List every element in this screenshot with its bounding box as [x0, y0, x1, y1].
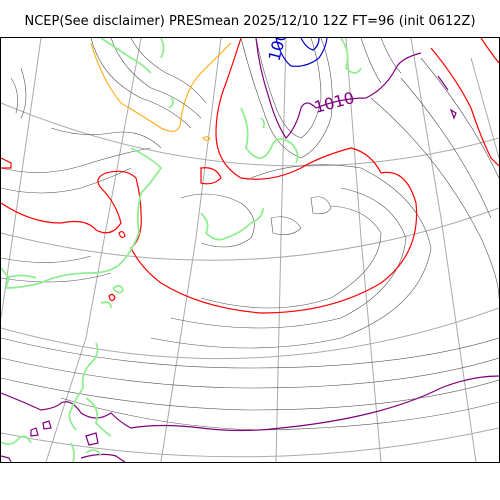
coastlines: [1, 38, 362, 462]
meridian-line: [345, 38, 382, 462]
isobar: [85, 432, 99, 446]
isobar: [1, 377, 499, 411]
isobar: [430, 47, 499, 167]
isobar-1010: [1, 38, 499, 462]
coastline: [85, 449, 102, 457]
coastline: [100, 38, 165, 74]
isobar: [370, 97, 499, 299]
isobar: [1, 167, 132, 194]
isobar: [449, 108, 457, 120]
graticule: [1, 38, 499, 462]
coastline: [70, 442, 76, 462]
coastline: [5, 274, 37, 279]
isobar: [80, 453, 126, 462]
isobar: [1, 455, 12, 462]
isobar-1000: [275, 38, 328, 67]
isobar: [1, 337, 499, 369]
meridian-line: [160, 38, 222, 462]
isobar: [480, 38, 499, 64]
isobar: [1, 38, 418, 314]
isobar-1020: [1, 38, 499, 314]
coastline: [340, 38, 362, 74]
isobar: [1, 375, 499, 432]
coastline: [168, 97, 174, 109]
coastline: [85, 397, 112, 437]
isobar: [255, 38, 422, 139]
isobar: [10, 67, 27, 119]
isobar: [275, 38, 328, 67]
meridian-line: [45, 38, 142, 462]
isobar: [50, 127, 162, 149]
isobar: [202, 136, 211, 141]
isobar: [180, 193, 255, 248]
isobar: [255, 38, 322, 139]
isobar: [1, 357, 499, 389]
isobars-thin: [1, 38, 499, 431]
meridian-line: [275, 38, 287, 462]
isobar: [1, 157, 12, 169]
parallel-line: [1, 207, 499, 261]
isobar: [42, 420, 52, 430]
isobar: [118, 230, 126, 239]
isobar: [270, 216, 302, 235]
isobar: [437, 75, 449, 91]
pressure-map-svg: 1010 1000: [1, 38, 499, 462]
parallel-line: [1, 427, 499, 458]
isobar: [108, 293, 116, 302]
isobar: [1, 255, 92, 263]
isobar: [110, 38, 202, 119]
isobar: [400, 77, 492, 219]
coastline: [1, 435, 32, 446]
chart-title: NCEP(See disclaimer) PRESmean 2025/12/10…: [24, 14, 476, 29]
meridian-line: [1, 38, 42, 319]
isobar: [90, 42, 232, 132]
isobar: [170, 187, 407, 329]
isobar: [30, 427, 39, 437]
coastline: [240, 107, 299, 164]
isobar: [300, 38, 320, 51]
isobar: [200, 167, 222, 185]
isobar: [310, 196, 332, 215]
pressure-map: 1010 1000: [0, 37, 500, 463]
contour-label-1010: 1010: [312, 88, 356, 117]
isobar: [150, 164, 432, 349]
coastline: [68, 342, 99, 431]
meridian-line: [470, 57, 499, 159]
coastline: [112, 285, 124, 294]
isobar: [420, 57, 499, 179]
isobar: [1, 272, 112, 283]
parallel-line: [1, 102, 499, 167]
coastline: [200, 207, 264, 241]
isobar: [1, 147, 152, 173]
coastline: [260, 117, 266, 129]
isobar: [200, 205, 382, 309]
isobar: [90, 38, 192, 129]
isobar: [130, 38, 207, 104]
coastline: [100, 301, 112, 309]
isobar: [240, 38, 333, 159]
contour-label-1000: 1000: [265, 38, 294, 63]
contour-orange: [90, 42, 232, 141]
parallel-line: [1, 307, 499, 360]
coastline: [5, 147, 163, 289]
isobar: [360, 38, 402, 84]
